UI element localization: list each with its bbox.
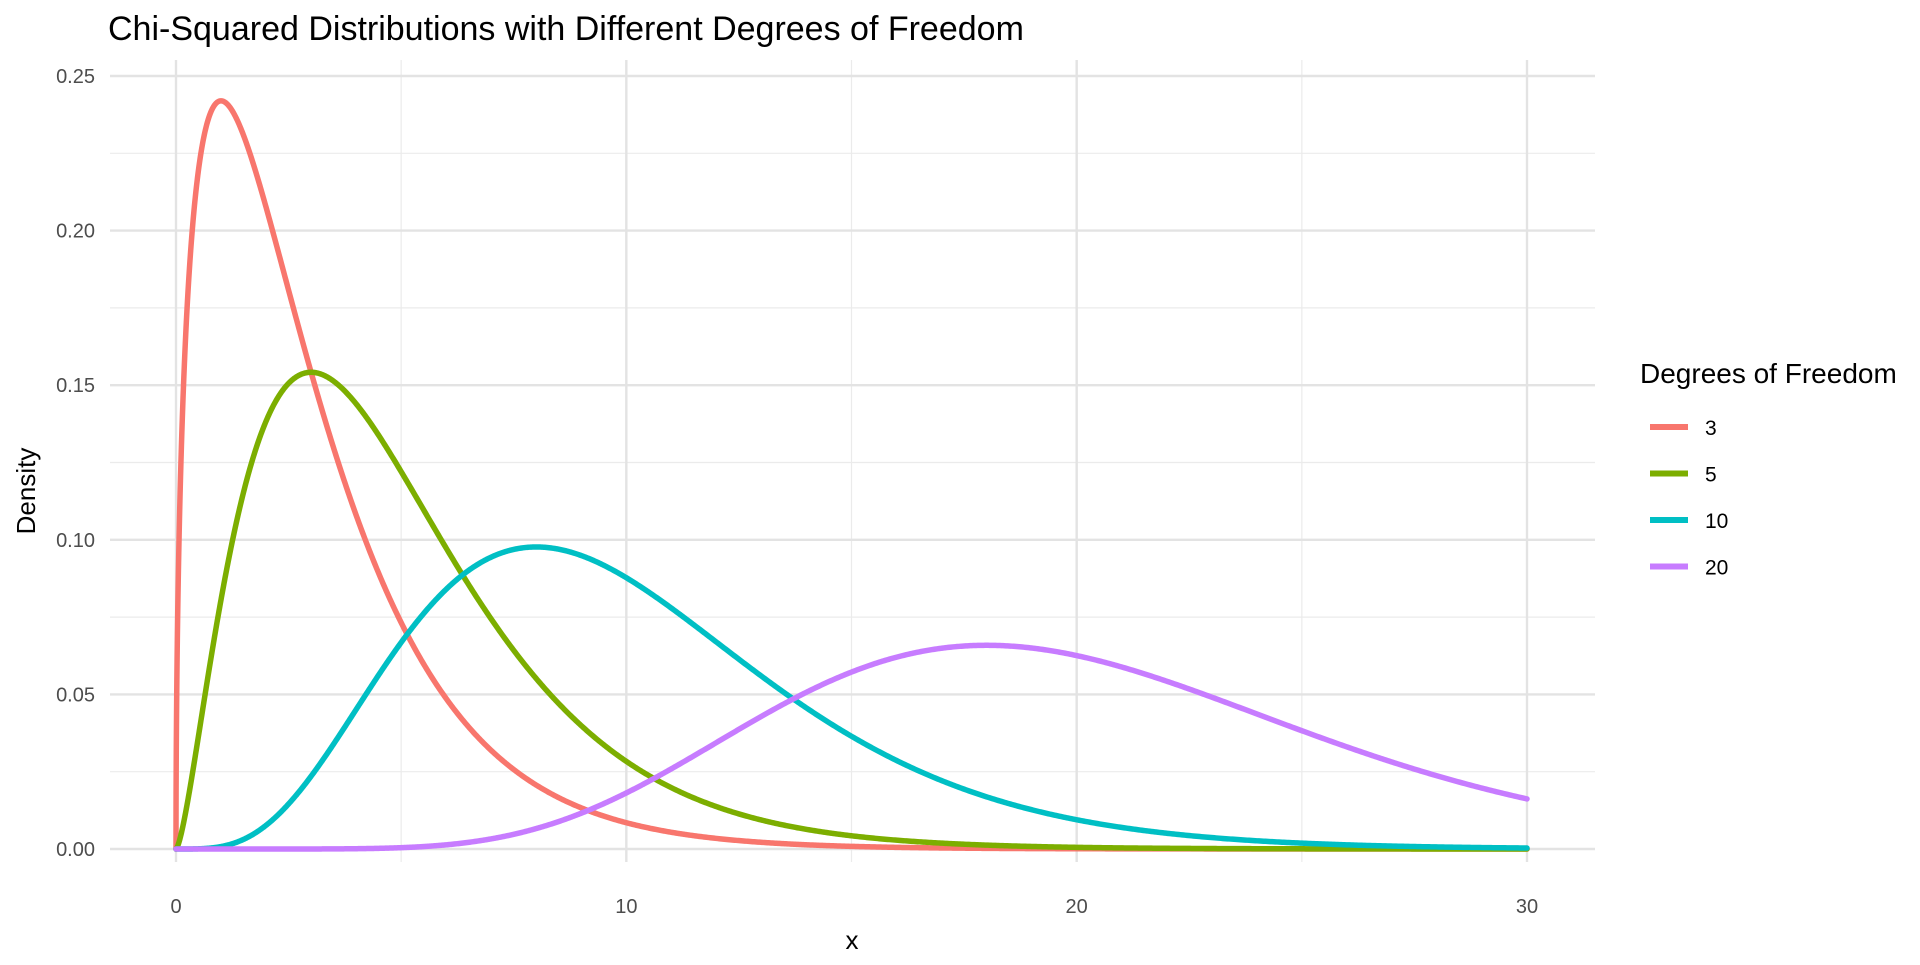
legend-items: 3 5 10 20 xyxy=(1650,417,1728,580)
legend-label-df-3: 3 xyxy=(1705,417,1717,440)
y-tick-label: 0.05 xyxy=(56,684,95,706)
x-axis-title: x xyxy=(846,925,859,955)
y-tick-label: 0.10 xyxy=(56,530,95,552)
x-tick-label: 10 xyxy=(615,896,637,918)
y-axis-title: Density xyxy=(11,448,41,535)
legend-label-df-5: 5 xyxy=(1705,464,1717,487)
axis-layer: 0 10 20 30 0.00 0.05 0.10 0.15 0.20 0.25 xyxy=(56,66,1538,918)
legend-label-df-10: 10 xyxy=(1705,510,1728,533)
x-tick-label: 0 xyxy=(170,896,181,918)
x-tick-label: 30 xyxy=(1516,896,1538,918)
series-line-df-20 xyxy=(173,642,1530,852)
legend-title: Degrees of Freedom xyxy=(1640,358,1897,389)
y-tick-label: 0.15 xyxy=(56,375,95,397)
y-tick-label: 0.20 xyxy=(56,221,95,243)
series-line-df-5 xyxy=(173,369,1530,852)
y-tick-label: 0.00 xyxy=(56,839,95,861)
y-tick-label: 0.25 xyxy=(56,66,95,88)
chart-title: Chi-Squared Distributions with Different… xyxy=(108,10,1024,48)
legend-label-df-20: 20 xyxy=(1705,557,1728,580)
series-layer xyxy=(173,98,1530,852)
series-line-df-10 xyxy=(173,544,1530,852)
x-tick-label: 20 xyxy=(1066,896,1088,918)
legend: Degrees of Freedom 3 5 10 20 xyxy=(1640,358,1897,580)
